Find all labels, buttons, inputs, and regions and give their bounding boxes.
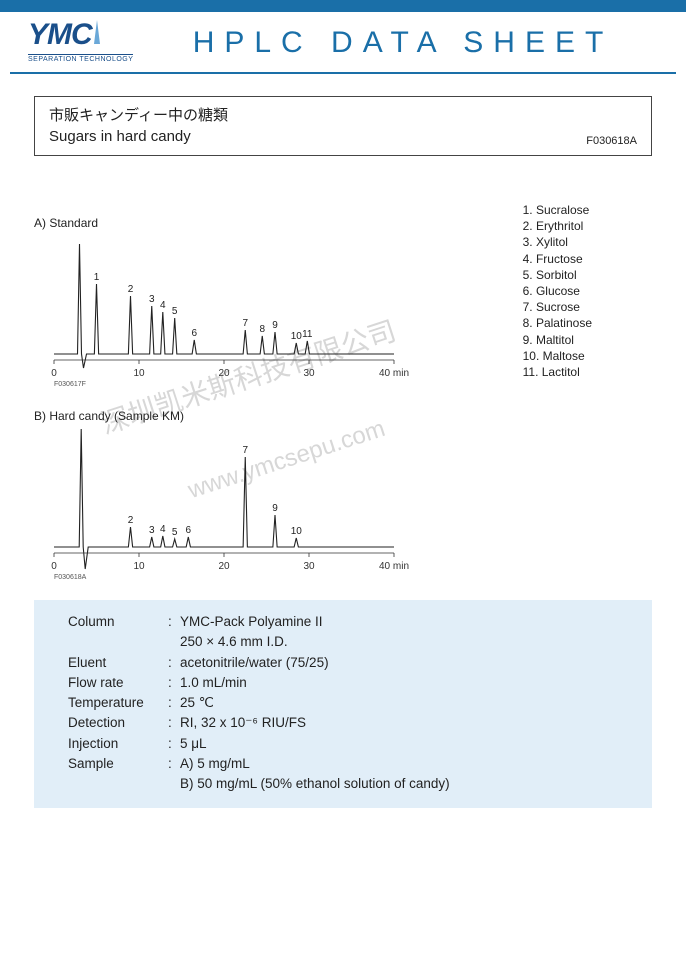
condition-value: RI, 32 x 10⁻⁶ RIU/FS — [180, 713, 632, 733]
title-code: F030618A — [586, 135, 637, 147]
peak-label: 7 — [242, 318, 248, 329]
x-tick-label: 20 — [218, 368, 230, 379]
chart-b-wrap: B) Hard candy (Sample KM) 2 3456 7 9 10 0 10 20… — [34, 409, 652, 582]
peak-label: 2 — [128, 284, 134, 295]
condition-sep: : — [168, 734, 180, 754]
condition-sep: : — [168, 693, 180, 713]
condition-row: Column:YMC-Pack Polyamine II — [68, 612, 632, 632]
body-area: 1. Sucralose2. Erythritol3. Xylitol4. Fr… — [34, 216, 652, 582]
chromatogram-trace — [54, 244, 394, 368]
logo-sub: SEPARATION TECHNOLOGY — [28, 54, 133, 63]
condition-key: Eluent — [68, 653, 168, 673]
peak-label: 11 — [302, 329, 313, 340]
peak-label: 10 — [291, 331, 303, 342]
peak-label: 6 — [186, 525, 192, 536]
peak-label: 4 — [160, 524, 166, 535]
condition-sep: : — [168, 612, 180, 632]
condition-key: Temperature — [68, 693, 168, 713]
logo-block: YMC SEPARATION TECHNOLOGY — [28, 20, 148, 66]
chart-a-wrap: A) Standard 1234567891011010203040 minF0… — [34, 216, 652, 389]
condition-row: Sample:A) 5 mg/mL — [68, 754, 632, 774]
x-tick-label: 20 — [218, 561, 230, 572]
condition-key — [68, 774, 168, 794]
condition-value: acetonitrile/water (75/25) — [180, 653, 632, 673]
peak-label: 9 — [272, 503, 278, 514]
chart-a-label: A) Standard — [34, 216, 652, 230]
header-title: HPLC DATA SHEET — [148, 26, 658, 60]
x-tick-label: 40 min — [379, 561, 409, 572]
condition-row: Flow rate:1.0 mL/min — [68, 673, 632, 693]
condition-sep: : — [168, 713, 180, 733]
condition-row: B) 50 mg/mL (50% ethanol solution of can… — [68, 774, 632, 794]
x-tick-label: 0 — [51, 561, 57, 572]
condition-value: 25 ℃ — [180, 693, 632, 713]
condition-key: Flow rate — [68, 673, 168, 693]
x-tick-label: 10 — [133, 561, 145, 572]
peak-label: 2 — [128, 515, 134, 526]
peak-label: 8 — [259, 324, 265, 335]
condition-value: 5 μL — [180, 734, 632, 754]
peak-label: 5 — [172, 527, 178, 538]
condition-row: Injection:5 μL — [68, 734, 632, 754]
chart-b-label: B) Hard candy (Sample KM) — [34, 409, 652, 423]
peak-label: 1 — [94, 272, 100, 283]
peak-label: 6 — [191, 328, 197, 339]
condition-row: Eluent:acetonitrile/water (75/25) — [68, 653, 632, 673]
logo-peak-icon — [94, 20, 100, 44]
condition-sep — [168, 774, 180, 794]
chart-foot-code: F030618A — [54, 574, 87, 581]
condition-row: Detection:RI, 32 x 10⁻⁶ RIU/FS — [68, 713, 632, 733]
condition-value: 250 × 4.6 mm I.D. — [180, 632, 632, 652]
condition-key: Detection — [68, 713, 168, 733]
x-tick-label: 0 — [51, 368, 57, 379]
peak-label: 3 — [149, 294, 155, 305]
logo-main-text: YMC — [28, 18, 92, 51]
peak-label: 5 — [172, 306, 178, 317]
title-box: 市販キャンディー中の糖類 Sugars in hard candy F03061… — [34, 96, 652, 156]
condition-sep: : — [168, 673, 180, 693]
condition-row: Temperature:25 ℃ — [68, 693, 632, 713]
condition-key: Sample — [68, 754, 168, 774]
condition-sep: : — [168, 653, 180, 673]
title-line-jp: 市販キャンディー中の糖類 — [49, 105, 228, 126]
condition-value: YMC-Pack Polyamine II — [180, 612, 632, 632]
condition-key: Injection — [68, 734, 168, 754]
condition-value: B) 50 mg/mL (50% ethanol solution of can… — [180, 774, 632, 794]
condition-value: A) 5 mg/mL — [180, 754, 632, 774]
condition-sep — [168, 632, 180, 652]
title-text: 市販キャンディー中の糖類 Sugars in hard candy — [49, 105, 228, 147]
condition-value: 1.0 mL/min — [180, 673, 632, 693]
header: YMC SEPARATION TECHNOLOGY HPLC DATA SHEE… — [10, 12, 676, 74]
peak-label: 4 — [160, 300, 166, 311]
condition-key: Column — [68, 612, 168, 632]
top-accent-bar — [0, 0, 686, 12]
title-line-en: Sugars in hard candy — [49, 126, 228, 147]
condition-sep: : — [168, 754, 180, 774]
peak-label: 10 — [291, 526, 303, 537]
chromatogram-b: 2 3456 7 9 10 0 10 20 30 40 min F030618A — [34, 427, 414, 582]
chart-foot-code: F030617F — [54, 381, 86, 388]
peak-label: 9 — [272, 320, 278, 331]
x-tick-label: 40 min — [379, 368, 409, 379]
conditions-panel: Column:YMC-Pack Polyamine II250 × 4.6 mm… — [34, 600, 652, 808]
condition-key — [68, 632, 168, 652]
x-tick-label: 10 — [133, 368, 145, 379]
x-tick-label: 30 — [303, 561, 315, 572]
logo-main: YMC — [28, 20, 148, 48]
chromatogram-trace — [54, 429, 394, 569]
condition-row: 250 × 4.6 mm I.D. — [68, 632, 632, 652]
x-tick-label: 30 — [303, 368, 315, 379]
peak-label: 3 — [149, 525, 155, 536]
chromatogram-a: 1234567891011010203040 minF030617F — [34, 234, 414, 389]
peak-label: 7 — [242, 445, 248, 456]
